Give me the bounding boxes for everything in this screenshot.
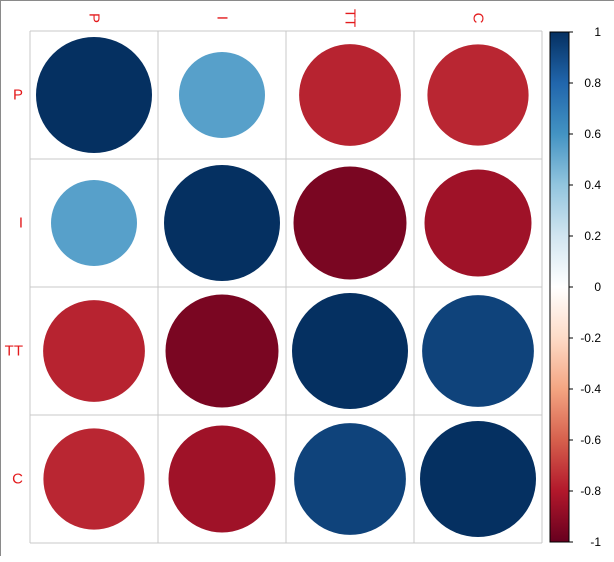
- correlation-circle-c-tt: [294, 423, 406, 535]
- grid-lines: [29, 30, 543, 544]
- correlation-circle-i-i: [164, 165, 280, 281]
- correlation-circle-i-tt: [293, 166, 407, 280]
- column-label-c: C: [470, 13, 487, 24]
- row-label-tt: TT: [5, 343, 23, 360]
- row-label-c: C: [12, 471, 23, 488]
- colorbar-tick-label: -0.2: [580, 331, 601, 345]
- correlation-circle-p-p: [36, 37, 152, 153]
- colorbar-tick-label: -1: [590, 535, 601, 549]
- colorbar: 1 0.8 0.6 0.4 0.2 0 -0.2 -0.4 -0.6 -0.8 -1: [549, 25, 601, 549]
- correlation-circle-i-p: [51, 180, 137, 266]
- colorbar-tick-label: 1: [594, 25, 601, 39]
- correlation-circle-tt-tt: [292, 293, 408, 409]
- colorbar-gradient: [549, 31, 570, 543]
- column-labels: P I TT C: [86, 9, 487, 27]
- colorbar-tick-label: 0.2: [584, 229, 601, 243]
- correlation-circle-p-tt: [299, 44, 401, 146]
- colorbar-tick-label: 0.8: [584, 76, 601, 90]
- correlation-circles: [36, 37, 536, 537]
- row-label-i: I: [19, 215, 23, 232]
- column-label-tt: TT: [342, 9, 359, 27]
- correlation-circle-tt-c: [422, 295, 534, 407]
- column-label-p: P: [86, 13, 103, 23]
- correlation-circle-c-p: [43, 428, 145, 530]
- colorbar-tick-label: -0.8: [580, 484, 601, 498]
- colorbar-tick-label: -0.4: [580, 382, 601, 396]
- correlation-circle-p-i: [179, 52, 265, 138]
- colorbar-tick-label: 0.6: [584, 127, 601, 141]
- row-label-p: P: [13, 87, 23, 104]
- correlation-circle-c-i: [168, 425, 276, 533]
- row-labels: P I TT C: [5, 87, 23, 488]
- correlation-circle-i-c: [424, 169, 532, 277]
- correlation-circle-c-c: [420, 421, 536, 537]
- colorbar-tick-label: 0.4: [584, 178, 601, 192]
- column-label-i: I: [214, 16, 231, 20]
- correlation-circle-tt-p: [43, 300, 145, 402]
- colorbar-tick-label: 0: [594, 280, 601, 294]
- correlation-circle-p-c: [427, 44, 529, 146]
- correlation-circle-tt-i: [165, 294, 279, 408]
- colorbar-tick-label: -0.6: [580, 433, 601, 447]
